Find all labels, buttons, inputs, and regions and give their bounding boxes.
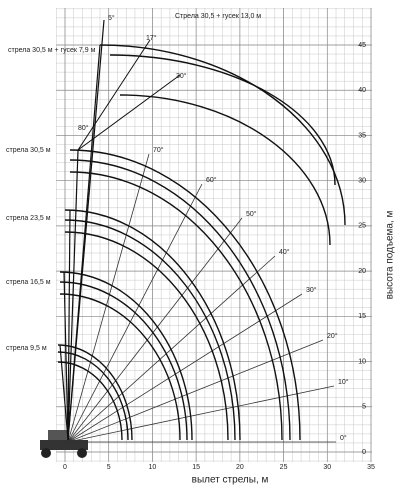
boom-label: стрела 23,5 м [6, 215, 51, 222]
y-tick-label: 30 [358, 178, 366, 185]
x-tick-label: 30 [323, 464, 331, 471]
boom [63, 271, 69, 441]
x-tick-label: 25 [280, 464, 288, 471]
angle-label: 0° [340, 434, 347, 442]
range-arc [57, 344, 133, 441]
y-tick-label: 20 [358, 268, 366, 275]
angle-label: 40° [279, 248, 290, 256]
y-tick-label: 15 [358, 313, 366, 320]
boom-label: стрела 9,5 м [6, 345, 47, 352]
x-tick-label: 5 [107, 464, 111, 471]
angle-ray [67, 385, 335, 443]
y-tick-label: 0 [362, 449, 366, 456]
y-tick-label: 45 [358, 42, 366, 49]
x-tick-label: 0 [63, 464, 67, 471]
range-arc [69, 149, 301, 441]
jib [77, 74, 181, 151]
angle-label: 5° [108, 14, 115, 22]
range-arc [59, 271, 193, 441]
range-arc [99, 44, 346, 226]
range-arc [59, 281, 188, 441]
angle-label: 70° [153, 146, 164, 154]
angle-label: 30° [306, 286, 317, 294]
angle-label: 17° [146, 34, 157, 42]
x-tick-label: 10 [149, 464, 157, 471]
y-tick-label: 25 [358, 223, 366, 230]
boom [59, 344, 69, 441]
angle-ray [67, 217, 243, 443]
angle-ray [67, 153, 150, 443]
x-tick-label: 35 [367, 464, 375, 471]
title: Стрела 30,5 + гусек 13,0 м [175, 13, 261, 20]
y-tick-label: 10 [358, 358, 366, 365]
range-arc [57, 361, 123, 441]
range-arc [69, 171, 283, 441]
y-tick-label: 40 [358, 87, 366, 94]
angle-label: 10° [338, 378, 349, 386]
boom [67, 209, 71, 441]
boom-label: стрела 30,5 м + гусек 7,9 м [8, 47, 96, 54]
range-arc [64, 219, 236, 441]
x-tick-label: 15 [192, 464, 200, 471]
range-arc [69, 159, 291, 441]
boom-label: стрела 30,5 м [6, 147, 51, 154]
jib [77, 39, 151, 151]
angle-label: 30° [176, 72, 187, 80]
range-arc [64, 231, 229, 441]
range-arc [59, 293, 181, 441]
grid [56, 8, 372, 462]
angle-label: 20° [327, 332, 338, 340]
x-axis-label: вылет стрелы, м [192, 475, 269, 486]
boom-label: стрела 16,5 м [6, 279, 51, 286]
y-tick-label: 35 [358, 132, 366, 139]
range-arc [119, 94, 331, 246]
range-arc [109, 54, 336, 186]
angle-label: 80° [78, 124, 89, 132]
angle-label: 50° [246, 210, 257, 218]
y-axis-label: высота подъема, м [385, 210, 396, 299]
boom [67, 44, 101, 441]
angle-ray [67, 339, 324, 443]
angle-ray [67, 293, 303, 443]
angle-label: 60° [206, 176, 217, 184]
range-arc [64, 209, 241, 441]
range-arc [57, 351, 129, 441]
crane [40, 430, 88, 458]
y-tick-label: 5 [362, 404, 366, 411]
x-tick-label: 20 [236, 464, 244, 471]
